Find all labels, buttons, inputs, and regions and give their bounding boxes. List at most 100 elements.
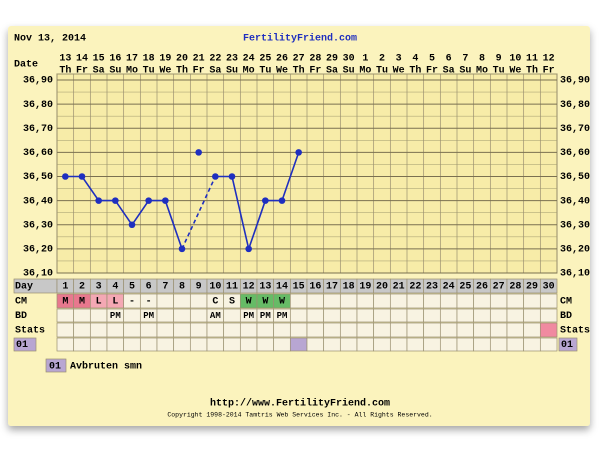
cycle-day: 24	[443, 282, 455, 293]
x-tick-label: 18	[143, 54, 155, 65]
y-tick-label: 36,20	[23, 245, 53, 256]
bd-cell	[73, 308, 91, 323]
footer-copyright: Copyright 1998-2014 Tamtris Web Services…	[167, 412, 432, 419]
bd-cell	[373, 308, 391, 323]
temp-point	[145, 197, 152, 204]
row-label-right: 01	[561, 340, 573, 351]
stats-cell	[539, 322, 558, 338]
stats-cell	[123, 322, 141, 338]
y-tick-label: 36,50	[23, 172, 53, 183]
cm-cell	[339, 293, 358, 309]
cm-value: -	[146, 297, 152, 308]
bd-value: PM	[143, 311, 154, 321]
chart-date: Nov 13, 2014	[14, 34, 86, 45]
bd-cell	[473, 308, 491, 323]
temp-point	[228, 173, 236, 180]
cycle-day: 23	[426, 282, 438, 293]
stats-cell	[156, 322, 175, 338]
temp-point	[295, 149, 302, 156]
x-tick-label: 5	[429, 54, 435, 65]
cm-cell	[439, 293, 458, 309]
bd-cell	[423, 308, 441, 323]
y2-tick-label: 36,90	[560, 76, 590, 87]
bd-value: PM	[110, 311, 121, 321]
cm-cell	[156, 293, 175, 309]
cm-value: M	[79, 297, 85, 308]
weekday-label: We	[509, 66, 521, 77]
cm-cell	[406, 293, 425, 309]
custom-cell	[156, 337, 175, 352]
weekday-label: Fr	[426, 66, 438, 77]
x-tick-label: 19	[159, 54, 171, 65]
bd-cell	[389, 308, 408, 323]
cm-value: -	[129, 297, 135, 308]
y-tick-label: 36,30	[23, 220, 53, 231]
bd-value: PM	[243, 311, 254, 321]
row-label: Day	[15, 282, 33, 293]
stats-cell	[273, 322, 291, 338]
y2-tick-label: 36,50	[560, 172, 590, 183]
x-tick-label: 30	[343, 54, 355, 65]
footer-url: http://www.FertilityFriend.com	[210, 398, 390, 410]
bd-value: PM	[260, 311, 271, 321]
bd-cell	[89, 308, 108, 323]
x-tick-label: 24	[243, 54, 255, 65]
cycle-day: 18	[343, 282, 355, 293]
custom-cell	[173, 337, 191, 352]
weekday-label: Mo	[126, 66, 138, 77]
custom-cell	[56, 337, 75, 352]
weekday-label: Mo	[243, 66, 255, 77]
stats-cell	[256, 322, 275, 338]
weekday-label: Fr	[193, 66, 205, 77]
bd-cell	[489, 308, 508, 323]
x-tick-label: 22	[209, 54, 221, 65]
weekday-label: Th	[176, 65, 188, 77]
bd-cell	[156, 308, 175, 323]
bd-cell	[539, 308, 558, 323]
x-tick-label: 6	[446, 54, 452, 65]
x-tick-label: 11	[526, 54, 538, 65]
weekday-label: Th	[293, 65, 305, 77]
bd-value: PM	[277, 311, 288, 321]
cm-cell	[473, 293, 491, 309]
cm-value: S	[229, 297, 235, 308]
date-label: Date	[14, 60, 38, 71]
temp-point	[245, 245, 252, 253]
stats-cell	[56, 322, 75, 338]
stats-cell	[456, 322, 475, 338]
legend-text: Avbruten smn	[70, 361, 142, 373]
row-label: Stats	[15, 326, 45, 337]
weekday-label: Sa	[209, 66, 221, 77]
cycle-day: 5	[129, 282, 135, 293]
cycle-day: 8	[179, 282, 185, 293]
weekday-label: Th	[409, 65, 421, 77]
stats-cell	[473, 322, 491, 338]
temp-point	[112, 197, 119, 204]
bd-cell	[523, 308, 541, 323]
cycle-day: 1	[62, 282, 68, 293]
weekday-label: Tu	[376, 66, 388, 77]
weekday-label: We	[393, 66, 405, 77]
stats-cell	[406, 322, 425, 338]
y-tick-label: 36,10	[23, 269, 53, 280]
custom-cell	[356, 337, 375, 352]
custom-cell	[423, 337, 441, 352]
row-label: 01	[16, 340, 28, 351]
x-tick-label: 2	[379, 54, 385, 65]
custom-cell	[506, 337, 525, 352]
bd-cell	[439, 308, 458, 323]
custom-cell	[106, 337, 125, 352]
weekday-label: Sa	[93, 66, 105, 77]
cycle-day: 17	[326, 282, 338, 293]
cycle-day: 21	[393, 282, 405, 293]
bd-cell	[289, 308, 308, 323]
custom-cell	[489, 337, 508, 352]
stats-cell	[289, 322, 308, 338]
temp-point	[95, 197, 102, 204]
cm-cell	[356, 293, 375, 309]
temp-point	[178, 245, 186, 253]
stats-cell	[423, 322, 441, 338]
stats-cell	[439, 322, 458, 338]
weekday-label: Fr	[543, 66, 555, 77]
